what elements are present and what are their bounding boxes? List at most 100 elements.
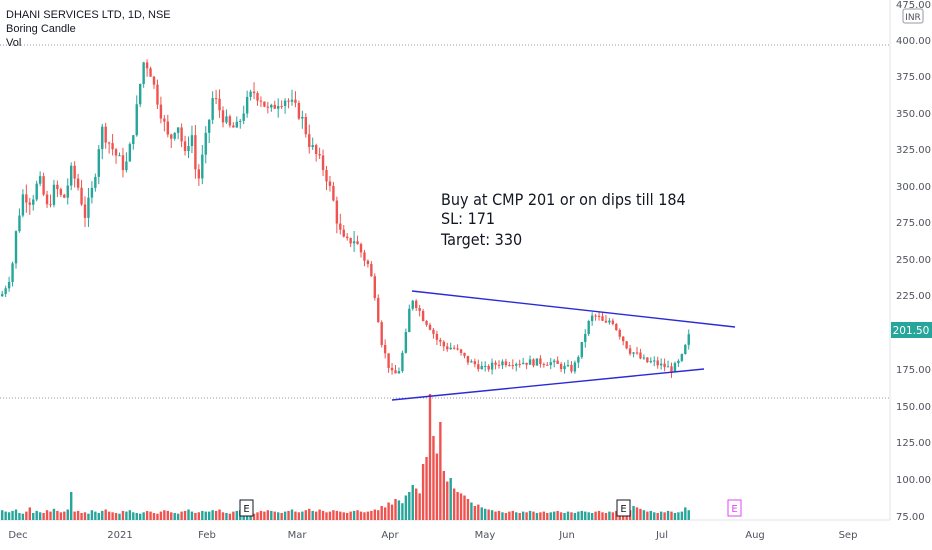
volume-bar — [484, 508, 487, 520]
volume-bar — [259, 510, 263, 520]
volume-bar — [397, 500, 401, 520]
candle-body — [570, 365, 573, 372]
candle-body — [32, 199, 35, 205]
volume-bar — [463, 495, 466, 520]
event-marker-1[interactable]: E — [239, 499, 254, 517]
candle-body — [687, 334, 690, 345]
candle-body — [239, 120, 242, 122]
indicator-label[interactable]: Boring Candle — [6, 23, 76, 35]
volume-bar — [107, 511, 111, 520]
candle-body — [314, 145, 318, 155]
upper-trendline[interactable] — [411, 290, 736, 328]
candle-body — [477, 364, 480, 370]
volume-bar — [111, 512, 114, 520]
candle-body — [342, 229, 345, 237]
volume-bar — [632, 506, 635, 520]
annotation-line-1[interactable]: Buy at CMP 201 or on dips till 184 — [441, 190, 686, 209]
event-marker-2[interactable]: E — [616, 499, 631, 517]
volume-bar — [211, 510, 214, 520]
price-axis[interactable] — [890, 0, 932, 550]
candle-body — [325, 169, 328, 182]
candle-body — [521, 362, 525, 364]
candle-body — [497, 364, 501, 366]
candle-body — [487, 365, 490, 370]
candle-body — [208, 119, 211, 133]
volume-bar — [439, 422, 442, 520]
candle-body — [142, 62, 145, 84]
volume-bar — [432, 436, 435, 520]
volume-bar — [473, 506, 477, 520]
candle-body — [170, 134, 173, 139]
volume-bar — [21, 513, 25, 520]
volume-bar — [394, 499, 397, 520]
candle-body — [452, 347, 456, 349]
candle-body — [56, 184, 59, 190]
symbol-title[interactable]: DHANI SERVICES LTD, 1D, NSE — [6, 9, 171, 21]
candle-body — [101, 126, 104, 150]
candle-body — [73, 165, 76, 179]
candle-body — [411, 300, 414, 309]
candle-body — [156, 84, 159, 105]
volume-bar — [539, 512, 542, 520]
candle-body — [387, 353, 390, 368]
volume-bar — [528, 510, 532, 520]
volume-bar — [349, 511, 352, 520]
candle-body — [139, 83, 142, 105]
volume-bar — [18, 513, 21, 520]
volume-bar — [270, 510, 273, 520]
candle-body — [225, 116, 228, 123]
candle-body — [539, 358, 542, 365]
price-tick-label: 175.00 — [896, 365, 931, 376]
volume-bar — [204, 511, 207, 520]
volume-bar — [194, 513, 197, 520]
volume-bar — [470, 502, 473, 520]
candle-body — [622, 336, 625, 342]
volume-bar — [114, 513, 118, 520]
candle-body — [515, 363, 518, 366]
volume-bar — [577, 511, 580, 520]
volume-bar — [480, 507, 483, 520]
candle-body — [301, 116, 304, 119]
price-tick-label: 150.00 — [896, 402, 931, 413]
candle-body — [321, 155, 325, 170]
volume-bar — [187, 509, 190, 520]
volume-bar — [308, 508, 311, 520]
volume-label[interactable]: Vol — [6, 37, 22, 49]
candle-body — [49, 204, 52, 206]
annotation-line-3[interactable]: Target: 330 — [440, 230, 522, 249]
volume-bar — [135, 513, 138, 520]
volume-bar — [197, 512, 201, 520]
volume-bar — [580, 510, 583, 520]
event-marker-3[interactable]: E — [727, 499, 742, 517]
candle-body — [256, 93, 259, 101]
volume-bar — [121, 510, 125, 520]
volume-bar — [494, 511, 497, 520]
candle-body — [439, 339, 442, 342]
volume-bar — [101, 510, 104, 520]
volume-bar — [456, 492, 459, 520]
lower-trendline[interactable] — [391, 368, 705, 401]
candle-body — [104, 126, 107, 143]
candle-body — [473, 361, 477, 365]
volume-bar — [166, 510, 169, 520]
candle-body — [76, 178, 80, 188]
candle-body — [442, 341, 445, 347]
candle-body — [7, 281, 11, 289]
volume-bar — [208, 511, 211, 520]
currency-badge[interactable]: INR — [902, 8, 924, 24]
candle-body — [245, 96, 249, 114]
volume-bar — [221, 512, 225, 520]
volume-bar — [601, 512, 604, 520]
volume-bar — [670, 511, 673, 520]
candle-body — [125, 161, 128, 171]
svg-text:E: E — [731, 504, 737, 515]
candle-body — [432, 329, 435, 334]
candle-body — [511, 365, 514, 367]
volume-bar — [277, 512, 280, 520]
candle-body — [132, 135, 135, 145]
volume-bar — [149, 511, 152, 520]
volume-bar — [73, 511, 76, 520]
volume-bar — [446, 481, 449, 520]
annotation-line-2[interactable]: SL: 171 — [441, 209, 495, 228]
